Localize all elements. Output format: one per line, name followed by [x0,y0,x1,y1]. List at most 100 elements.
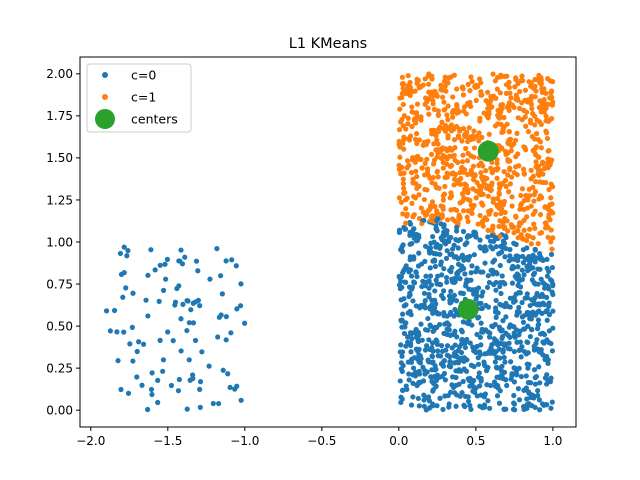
point-c0 [502,281,508,287]
point-c0 [520,247,526,253]
point-c0 [453,236,459,243]
point-c0 [503,245,509,252]
point-c0 [179,261,186,267]
point-c0 [125,248,131,254]
point-c1 [428,203,434,209]
point-c0 [406,377,412,383]
point-c0 [499,249,505,255]
point-c0 [481,248,488,254]
point-c1 [412,157,418,163]
point-c1 [494,157,500,163]
point-c0 [180,301,186,307]
point-c1 [465,196,471,203]
point-c1 [460,86,466,92]
point-c0 [535,317,542,323]
point-c0 [511,401,518,407]
point-c0 [507,295,513,301]
point-c0 [421,217,427,223]
point-c1 [531,221,537,227]
point-c1 [414,101,421,107]
point-c0 [463,283,469,289]
point-c0 [444,343,451,349]
point-c0 [526,310,532,316]
point-c1 [483,98,489,104]
point-c1 [470,133,476,139]
point-c1 [476,162,482,168]
point-c1 [473,82,479,88]
point-c0 [422,258,428,264]
point-c1 [403,91,409,97]
point-c0 [428,282,435,288]
point-c0 [215,334,221,340]
point-c0 [521,326,527,332]
point-c0 [405,359,411,365]
point-c0 [451,350,458,356]
point-c0 [465,394,471,400]
point-c0 [223,314,229,320]
point-c0 [435,348,441,354]
point-c0 [414,273,420,280]
point-c0 [448,269,454,275]
point-c0 [424,395,431,401]
point-c0 [220,367,226,373]
point-c0 [437,245,443,251]
point-c0 [525,365,531,371]
point-c1 [513,96,519,102]
point-c0 [491,281,497,287]
point-c0 [549,264,556,271]
point-c0 [416,250,422,256]
point-c0 [473,269,479,275]
point-c0 [445,392,451,399]
point-c1 [519,186,526,192]
points-layer [103,71,556,413]
point-c0 [411,329,417,336]
point-c1 [445,124,451,130]
point-c1 [419,165,425,171]
point-c1 [537,211,544,218]
point-c0 [432,363,438,369]
point-c0 [479,293,485,299]
point-c0 [493,287,499,293]
point-c1 [498,182,504,188]
point-c0 [484,284,491,290]
point-c1 [521,171,527,177]
point-c0 [186,357,192,363]
point-c0 [217,273,224,279]
point-c0 [121,244,127,250]
point-c0 [424,343,430,349]
point-c0 [441,330,447,336]
x-tick-label: −1.0 [230,434,259,448]
point-c0 [527,261,533,267]
point-c0 [437,282,444,288]
point-c0 [478,378,484,384]
point-c1 [450,94,456,100]
point-c1 [532,122,538,128]
point-c1 [500,220,506,226]
point-c1 [431,106,437,112]
point-c1 [518,192,524,199]
point-c0 [429,340,436,346]
point-c1 [405,73,411,79]
point-c1 [522,87,529,93]
point-c0 [125,390,132,396]
point-c1 [396,195,403,201]
point-c1 [545,101,551,107]
point-c1 [397,154,403,160]
point-c1 [454,110,460,116]
point-c1 [518,201,525,207]
point-c1 [471,145,477,151]
point-c0 [223,337,229,343]
point-c0 [488,382,494,389]
point-c0 [397,349,403,355]
point-c0 [440,288,447,294]
point-c0 [421,290,428,296]
point-c1 [541,105,547,111]
point-c1 [440,159,446,166]
point-c0 [548,405,554,411]
point-c1 [418,205,424,211]
point-c0 [175,388,182,394]
point-c1 [542,204,548,210]
point-c0 [444,231,450,237]
point-c0 [534,336,540,343]
point-c0 [187,377,193,383]
